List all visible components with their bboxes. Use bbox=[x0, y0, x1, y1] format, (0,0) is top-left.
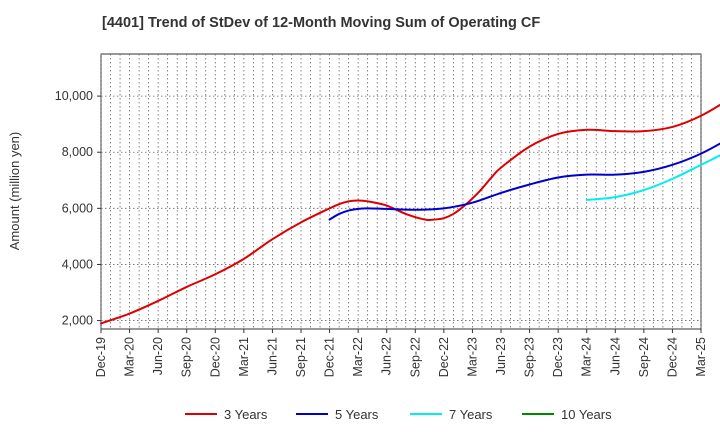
x-tick-label: Dec-22 bbox=[437, 337, 451, 377]
x-tick-label: Dec-20 bbox=[208, 337, 222, 377]
series-line-7-years bbox=[585, 154, 720, 201]
x-tick-label: Jun-21 bbox=[265, 337, 279, 375]
x-tick-label: Dec-24 bbox=[665, 337, 679, 377]
x-tick-label: Sep-24 bbox=[637, 337, 651, 377]
x-tick-label: Jun-23 bbox=[494, 337, 508, 375]
x-tick-label: Jun-24 bbox=[608, 337, 622, 375]
y-axis-ticks: 2,000 4,000 6,000 8,000 10,000 bbox=[55, 89, 101, 328]
series-line-3-years bbox=[100, 103, 720, 325]
series-line-5-years bbox=[328, 142, 720, 221]
x-tick-label: Dec-19 bbox=[94, 337, 108, 377]
y-tick-label: 8,000 bbox=[62, 145, 93, 159]
x-tick-label: Sep-22 bbox=[408, 337, 422, 377]
y-tick-label: 6,000 bbox=[62, 201, 93, 215]
x-tick-label: Mar-23 bbox=[465, 337, 479, 377]
x-tick-label: Sep-20 bbox=[180, 337, 194, 377]
chart-title: [4401] Trend of StDev of 12-Month Moving… bbox=[102, 15, 540, 31]
series-group bbox=[100, 103, 720, 325]
x-tick-label: Sep-21 bbox=[294, 337, 308, 377]
y-axis-label: Amount (million yen) bbox=[7, 132, 22, 251]
x-tick-label: Mar-21 bbox=[237, 337, 251, 377]
x-tick-label: Mar-20 bbox=[123, 337, 137, 377]
x-tick-label: Mar-25 bbox=[694, 337, 708, 377]
legend-label-3-years: 3 Years bbox=[224, 407, 268, 422]
x-tick-label: Sep-23 bbox=[523, 337, 537, 377]
x-tick-label: Jun-20 bbox=[151, 337, 165, 375]
x-tick-label: Dec-21 bbox=[323, 337, 337, 377]
legend-label-7-years: 7 Years bbox=[449, 407, 493, 422]
y-tick-label: 2,000 bbox=[62, 314, 93, 328]
plot-area bbox=[100, 53, 702, 330]
x-tick-label: Jun-22 bbox=[380, 337, 394, 375]
y-tick-label: 10,000 bbox=[55, 89, 93, 103]
x-axis-ticks: Dec-19 Mar-20 Jun-20 Sep-20 Dec-20 Mar-21 Jun-… bbox=[94, 329, 708, 377]
x-tick-label: Mar-22 bbox=[351, 337, 365, 377]
y-tick-label: 4,000 bbox=[62, 257, 93, 271]
legend-label-10-years: 10 Years bbox=[561, 407, 612, 422]
grid bbox=[100, 54, 702, 329]
legend-label-5-years: 5 Years bbox=[335, 407, 379, 422]
x-tick-label: Mar-24 bbox=[580, 337, 594, 377]
legend: 3 Years 5 Years 7 Years 10 Years bbox=[185, 407, 612, 422]
x-tick-label: Dec-23 bbox=[551, 337, 565, 377]
